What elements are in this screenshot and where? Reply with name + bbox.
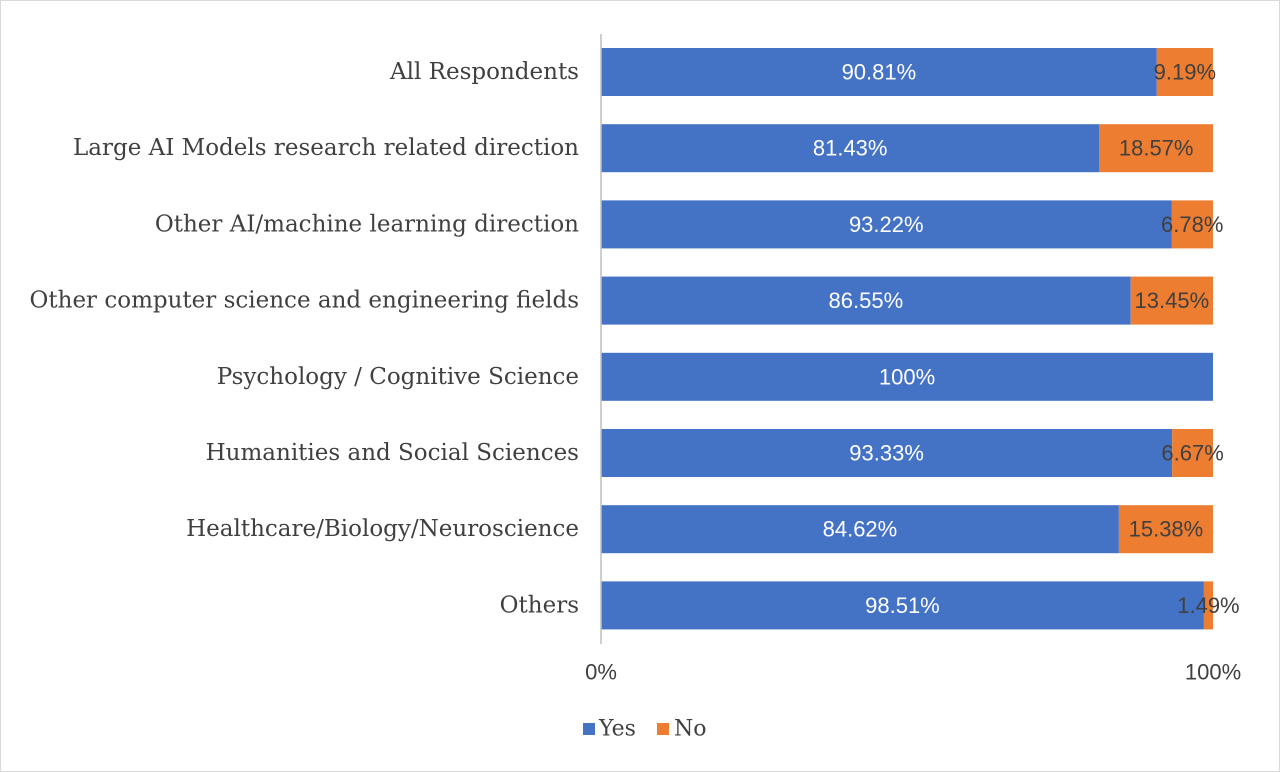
bar-segment-yes	[601, 505, 1119, 554]
bars-layer	[601, 48, 1213, 630]
category-labels: All Respondents Large AI Models research …	[30, 59, 580, 618]
category-label: Large AI Models research related directi…	[73, 135, 579, 161]
data-label-no: 15.38%	[1129, 517, 1204, 542]
legend: Yes No	[583, 717, 707, 742]
data-label-yes: 84.62%	[823, 517, 898, 542]
bar-segment-no	[1130, 276, 1213, 325]
data-label-no: 18.57%	[1119, 136, 1194, 161]
data-label-yes: 100%	[879, 364, 935, 389]
bar-segment-no	[1172, 429, 1213, 477]
data-label-yes: 98.51%	[865, 593, 940, 618]
bar-segment-yes	[601, 276, 1131, 325]
bar-segment-no	[1171, 200, 1213, 249]
category-label: All Respondents	[389, 59, 579, 85]
bar-segment-no	[1099, 124, 1213, 173]
bar-segment-yes	[601, 581, 1204, 630]
bar-segment-yes	[601, 124, 1100, 173]
data-labels: 90.81% 9.19% 81.43% 18.57% 93.22% 6.78% 86.55%…	[813, 60, 1240, 618]
category-label: Psychology / Cognitive Science	[217, 364, 579, 390]
data-label-no: 6.67%	[1161, 441, 1223, 466]
legend-swatch-yes	[583, 723, 595, 735]
data-label-no: 1.49%	[1177, 593, 1239, 618]
category-label: Healthcare/Biology/Neuroscience	[186, 516, 579, 542]
category-label: Other computer science and engineering f…	[30, 288, 579, 314]
legend-label-no: No	[674, 717, 707, 742]
category-label: Other AI/machine learning direction	[155, 211, 579, 237]
bar-segment-no	[1156, 48, 1213, 96]
data-label-yes: 81.43%	[813, 136, 888, 161]
x-axis-ticks: 0% 100%	[585, 660, 1241, 685]
legend-swatch-no	[657, 723, 669, 735]
legend-label-yes: Yes	[598, 717, 636, 742]
x-tick-label: 100%	[1185, 660, 1241, 685]
data-label-yes: 93.33%	[849, 441, 924, 466]
data-label-no: 13.45%	[1135, 288, 1210, 313]
data-label-no: 9.19%	[1154, 60, 1216, 85]
data-label-yes: 93.22%	[849, 212, 924, 237]
category-label: Humanities and Social Sciences	[206, 440, 579, 466]
bar-segment-yes	[601, 352, 1213, 401]
bar-segment-yes	[601, 200, 1172, 249]
bar-segment-yes	[601, 429, 1173, 477]
bar-segment-no	[1118, 505, 1213, 554]
bar-segment-yes	[601, 48, 1157, 96]
data-label-yes: 86.55%	[829, 288, 904, 313]
category-label: Others	[500, 592, 579, 618]
data-label-no: 6.78%	[1161, 212, 1223, 237]
bar-segment-no	[1203, 581, 1213, 630]
data-label-yes: 90.81%	[842, 60, 917, 85]
x-tick-label: 0%	[585, 660, 617, 685]
